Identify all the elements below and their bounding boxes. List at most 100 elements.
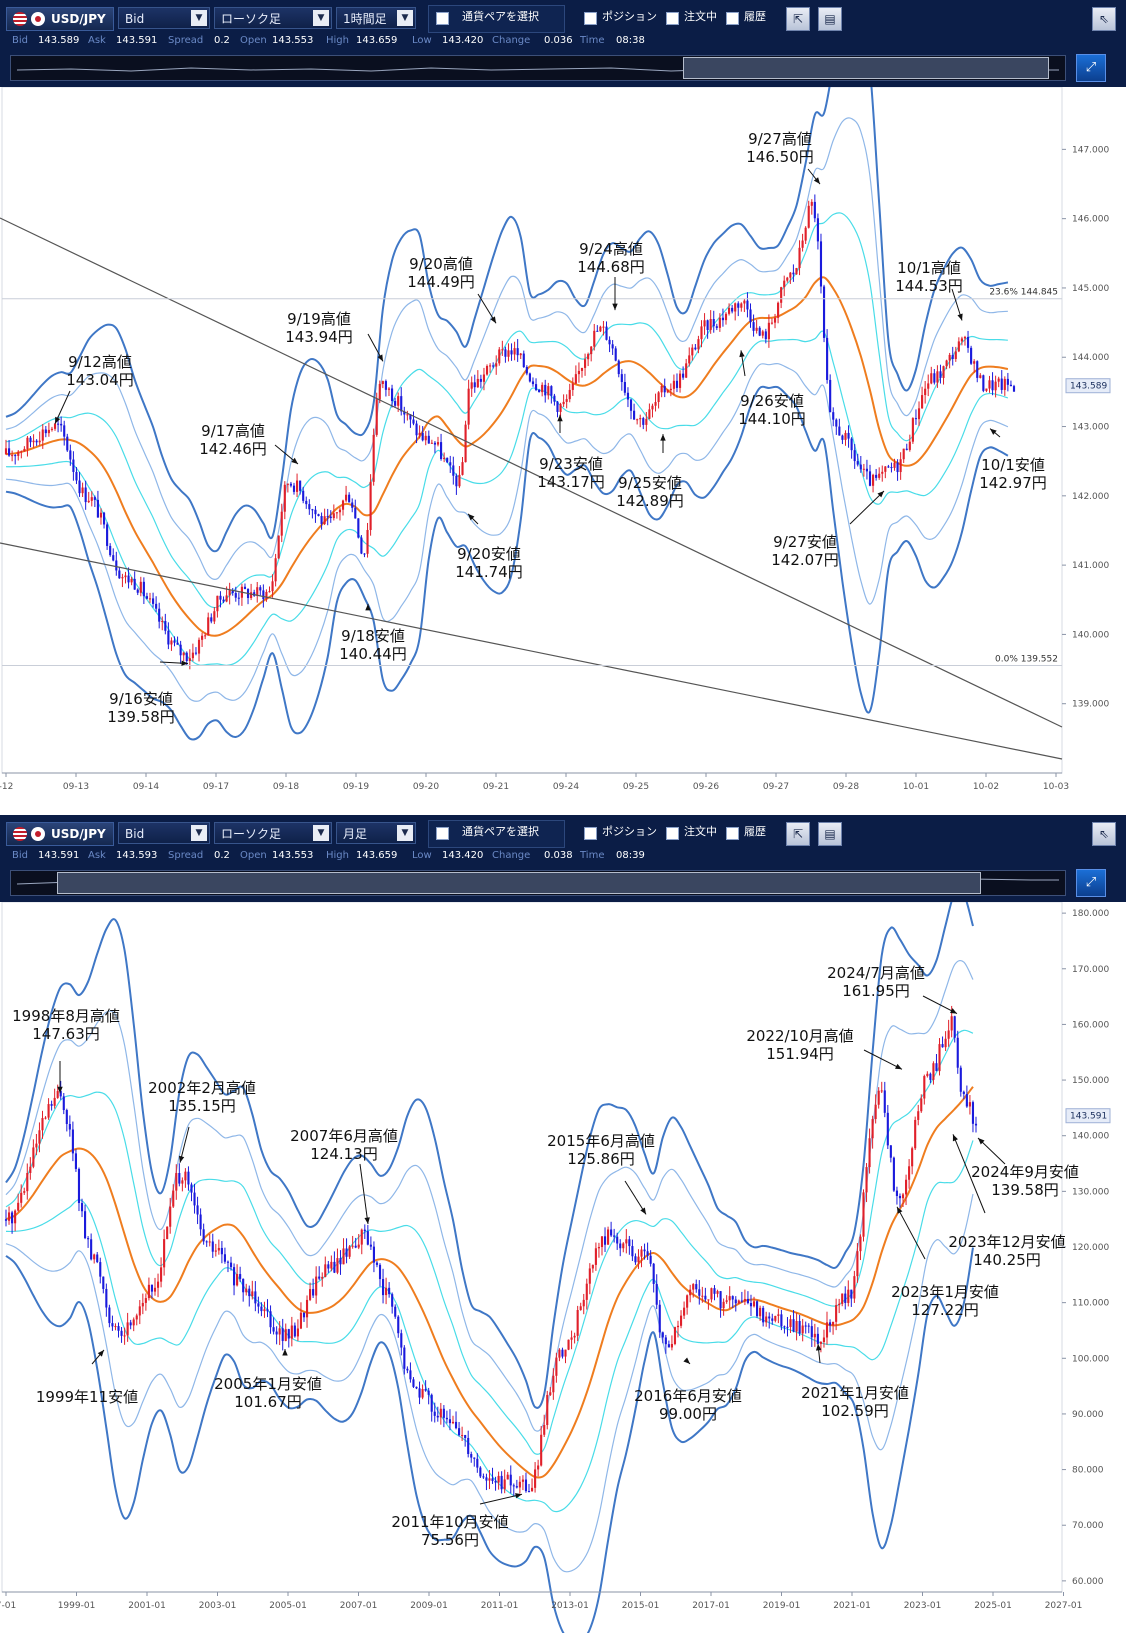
navigator-selection[interactable] bbox=[57, 872, 981, 894]
annotation-value: 144.10円 bbox=[738, 410, 806, 428]
orders-checkbox[interactable] bbox=[666, 827, 679, 840]
candle-body bbox=[777, 1314, 780, 1316]
candle-body bbox=[390, 388, 394, 402]
select-pair-checkbox[interactable] bbox=[436, 827, 449, 840]
arrowhead-icon bbox=[897, 1206, 903, 1214]
candle-body bbox=[590, 346, 593, 355]
window-icon[interactable]: ▤ bbox=[818, 822, 842, 846]
candle-body bbox=[798, 1320, 801, 1334]
bollinger-band-2sigma-lower bbox=[5, 1193, 974, 1573]
navigator-selection[interactable] bbox=[683, 57, 1049, 79]
candle-body bbox=[14, 1210, 17, 1224]
candle-body bbox=[600, 1236, 604, 1248]
annotation-value: 142.07円 bbox=[771, 551, 839, 569]
candle-body bbox=[531, 381, 535, 385]
monthly-candlestick-chart[interactable]: 180.000 170.000 160.000 150.000 140.000 130.0… bbox=[0, 902, 1126, 1633]
fit-chart-button[interactable]: ⤢ bbox=[1076, 869, 1106, 897]
select-pair-box bbox=[428, 5, 565, 33]
candle-body bbox=[289, 483, 293, 486]
chart-navigator[interactable] bbox=[10, 55, 1066, 81]
currency-pair-button[interactable]: USD/JPY bbox=[6, 7, 114, 31]
candle-body bbox=[4, 448, 8, 455]
candle-body bbox=[828, 1322, 832, 1326]
annotation-value: 139.58円 bbox=[991, 1181, 1059, 1199]
x-axis-tick-label: 10-01 bbox=[903, 782, 929, 792]
annotation-arrow bbox=[359, 1163, 369, 1225]
candle-body bbox=[222, 599, 225, 602]
history-checkbox[interactable] bbox=[726, 12, 739, 25]
collapse-icon[interactable]: ⇖ bbox=[1092, 822, 1116, 846]
select-pair-label: 通貨ペアを選択 bbox=[462, 10, 539, 23]
y-axis-tick-label: 80.000 bbox=[1072, 1466, 1104, 1476]
window-icon[interactable]: ▤ bbox=[818, 7, 842, 31]
candle-body bbox=[199, 1214, 202, 1230]
x-axis-tick-label: 09-27 bbox=[763, 782, 789, 792]
candle-body bbox=[464, 424, 467, 463]
orders-checkbox[interactable] bbox=[666, 12, 679, 25]
candle-body bbox=[182, 652, 185, 656]
candle-body bbox=[927, 383, 930, 389]
x-axis-tick-label: 2011-01 bbox=[481, 1601, 519, 1611]
currency-pair-button[interactable]: USD/JPY bbox=[6, 822, 114, 846]
candle-body bbox=[614, 348, 617, 361]
undock-icon[interactable]: ⇱ bbox=[786, 822, 810, 846]
y-axis-tick-label: 120.000 bbox=[1072, 1243, 1109, 1253]
candle-body bbox=[672, 380, 675, 389]
collapse-icon[interactable]: ⇖ bbox=[1092, 7, 1116, 31]
position-checkbox[interactable] bbox=[584, 12, 597, 25]
annotation-value: 151.94円 bbox=[766, 1045, 834, 1063]
chart-toolbar: USD/JPY Bid ▼ ローソク足 ▼ 月足 ▼ 通貨ペアを選択 ポジション… bbox=[0, 815, 1126, 904]
candle-body bbox=[991, 380, 994, 391]
arrowhead-icon bbox=[468, 513, 475, 521]
candle-body bbox=[565, 399, 568, 402]
annotation-title: 2021年1月安値 bbox=[801, 1384, 909, 1402]
annotation-value: 140.25円 bbox=[973, 1251, 1041, 1269]
candle-body bbox=[518, 1481, 521, 1488]
arrowhead-icon bbox=[515, 1493, 522, 1499]
undock-icon[interactable]: ⇱ bbox=[786, 7, 810, 31]
candle-body bbox=[47, 1104, 50, 1118]
x-axis-tick-label: 2019-01 bbox=[763, 1601, 801, 1611]
fit-chart-button[interactable]: ⤢ bbox=[1076, 54, 1106, 82]
candle-body bbox=[902, 448, 905, 460]
candle-body bbox=[798, 247, 801, 269]
hourly-candlestick-chart[interactable]: 23.6% 144.845 0.0% 139.552 147.000 146.000 1… bbox=[0, 87, 1126, 815]
annotation-value: 140.44円 bbox=[339, 645, 407, 663]
candle-body bbox=[150, 1284, 154, 1292]
candle-body bbox=[336, 1258, 339, 1273]
candle-body bbox=[99, 512, 103, 518]
history-checkbox[interactable] bbox=[726, 827, 739, 840]
select-pair-checkbox[interactable] bbox=[436, 12, 449, 25]
candle-body bbox=[69, 450, 72, 460]
x-axis-tick-label: 2015-01 bbox=[622, 1601, 660, 1611]
candle-body bbox=[348, 1246, 351, 1257]
candle-body bbox=[749, 1303, 753, 1307]
candle-body bbox=[725, 1300, 728, 1302]
chart-navigator[interactable] bbox=[10, 870, 1066, 896]
candle-body bbox=[232, 1267, 236, 1286]
candle-body bbox=[20, 451, 23, 453]
timeframe-select[interactable]: 月足 ▼ bbox=[336, 822, 416, 844]
chart-type-select[interactable]: ローソク足 ▼ bbox=[214, 822, 332, 844]
price-type-select[interactable]: Bid ▼ bbox=[118, 822, 210, 844]
arrowhead-icon bbox=[877, 490, 884, 498]
annotation-value: 143.17円 bbox=[537, 473, 605, 491]
position-checkbox[interactable] bbox=[584, 827, 597, 840]
candle-body bbox=[397, 396, 400, 406]
candle-body bbox=[576, 1310, 579, 1336]
candle-body bbox=[455, 475, 458, 487]
chart-type-select[interactable]: ローソク足 ▼ bbox=[214, 7, 332, 29]
candle-body bbox=[90, 1239, 93, 1260]
annotation-value: 99.00円 bbox=[659, 1405, 717, 1423]
candle-body bbox=[804, 1325, 807, 1327]
candle-body bbox=[528, 373, 531, 382]
timeframe-select[interactable]: 1時間足 ▼ bbox=[336, 7, 416, 29]
candle-body bbox=[482, 1476, 485, 1478]
arrowhead-icon bbox=[660, 434, 666, 441]
candle-body bbox=[50, 428, 54, 430]
candle-body bbox=[556, 401, 559, 412]
candle-body bbox=[780, 1314, 783, 1327]
price-type-select[interactable]: Bid ▼ bbox=[118, 7, 210, 29]
candle-body bbox=[397, 1316, 400, 1334]
candle-body bbox=[378, 384, 381, 400]
